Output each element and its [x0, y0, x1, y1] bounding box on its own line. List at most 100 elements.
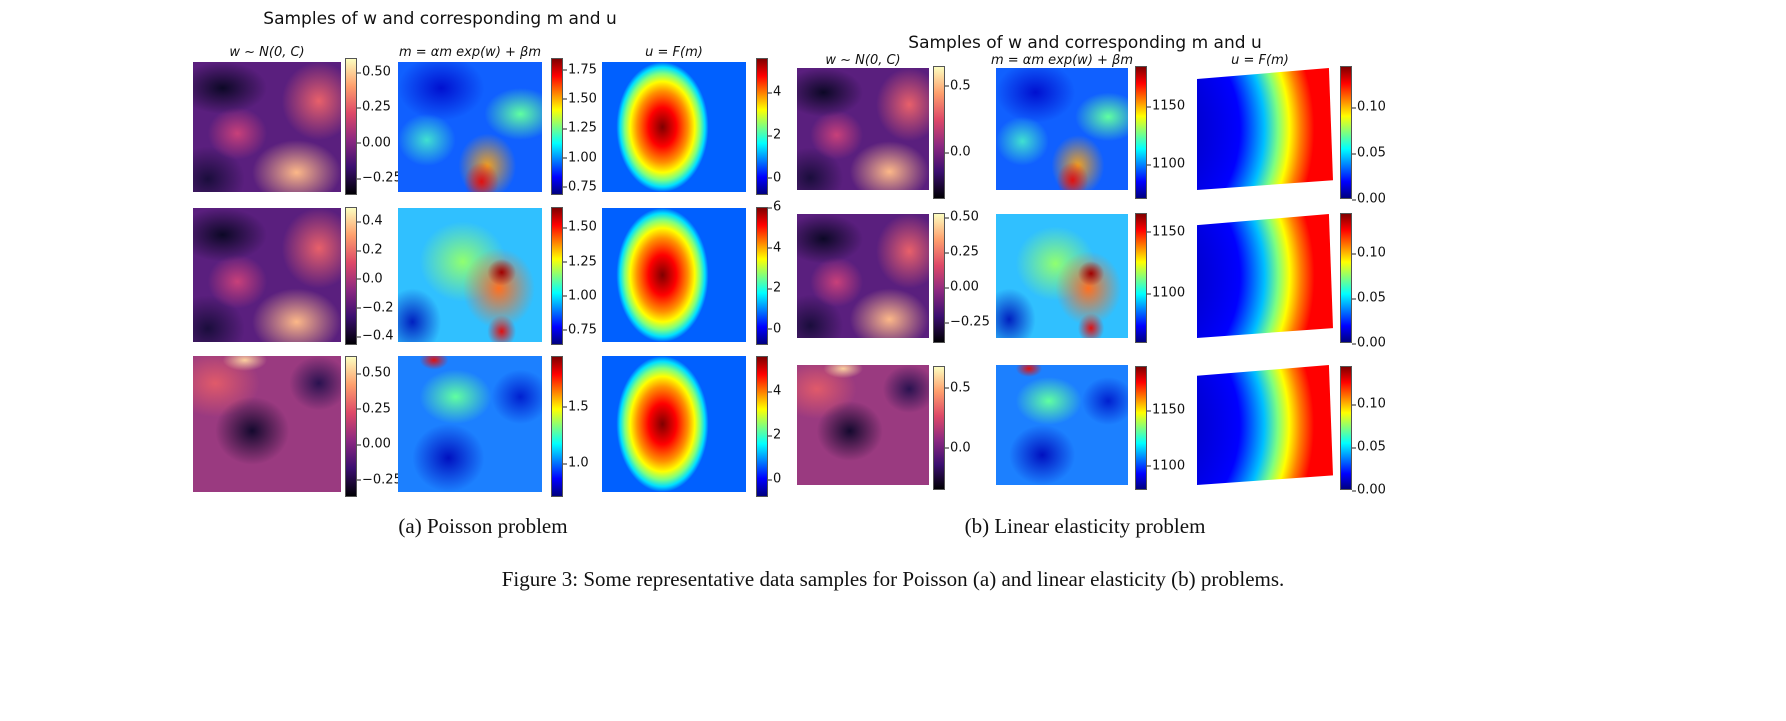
poisson-u-colorbar-row-2: [756, 207, 768, 345]
elasticity-w-field-row-2: [797, 214, 929, 338]
column-title: u = F(m): [1231, 53, 1289, 68]
elasticity-m-field-row-3: [996, 365, 1128, 485]
poisson-u-colorbar-row-3: [756, 356, 768, 497]
colorbar-tick-label: 1.25: [563, 120, 597, 136]
poisson-m-field-row-2: [398, 208, 542, 342]
colorbar-tick-label: 4: [767, 383, 782, 399]
colorbar-tick-label: 0.10: [1352, 396, 1386, 412]
elasticity-m-colorbar-row-3: [1135, 366, 1147, 490]
elasticity-u-colorbar-row-3: [1340, 366, 1352, 490]
elasticity-w-field-row-3: [797, 365, 929, 485]
colorbar-tick-label: 0.4: [357, 213, 383, 229]
colorbar-tick-label: 4: [767, 84, 782, 100]
colorbar-tick-label: −0.25: [357, 472, 402, 488]
elasticity-w-colorbar-row-2: [933, 213, 945, 343]
colorbar-tick-label: 0.00: [1352, 191, 1386, 207]
elasticity-m-field-row-1: [996, 68, 1128, 190]
elasticity-w-colorbar-row-3: [933, 366, 945, 490]
elasticity-u-field-row-1: [1197, 68, 1333, 190]
colorbar-tick-label: 2: [767, 280, 782, 296]
column-title: w ~ N(0, C): [825, 53, 901, 68]
poisson-m-field-row-1: [398, 62, 542, 192]
poisson-title: Samples of w and corresponding m and u: [263, 9, 617, 29]
elasticity-w-field-row-1: [797, 68, 929, 190]
colorbar-tick-label: 1150: [1146, 98, 1186, 114]
poisson-m-colorbar-row-3: [551, 356, 563, 497]
poisson-m-colorbar-row-2: [551, 207, 563, 345]
elasticity-u-colorbar-row-1: [1340, 66, 1352, 199]
poisson-w-colorbar-row-1: [345, 58, 357, 195]
elasticity-u-colorbar-row-2: [1340, 213, 1352, 343]
colorbar-tick-label: −0.25: [357, 170, 402, 186]
colorbar-tick-label: 0.5: [945, 78, 971, 94]
figure-caption: Figure 3: Some representative data sampl…: [501, 567, 1285, 591]
colorbar-tick-label: 0.00: [1352, 482, 1386, 498]
colorbar-tick-label: 0.05: [1352, 145, 1386, 161]
colorbar-tick-label: 0.00: [357, 135, 391, 151]
colorbar-tick-label: 4: [767, 240, 782, 256]
colorbar-tick-label: 0.75: [563, 322, 597, 338]
colorbar-tick-label: 0.0: [357, 271, 383, 287]
colorbar-tick-label: 1.5: [563, 399, 589, 415]
colorbar-tick-label: 0.50: [357, 365, 391, 381]
poisson-u-field-row-3: [602, 356, 746, 492]
colorbar-tick-label: 1150: [1146, 224, 1186, 240]
colorbar-tick-label: 1.75: [563, 62, 597, 78]
elasticity-w-colorbar-row-1: [933, 66, 945, 199]
colorbar-tick-label: −0.2: [357, 300, 394, 316]
colorbar-tick-label: 1100: [1146, 156, 1186, 172]
colorbar-tick-label: 0.0: [945, 144, 971, 160]
colorbar-tick-label: 1100: [1146, 458, 1186, 474]
colorbar-tick-label: 1100: [1146, 285, 1186, 301]
colorbar-tick-label: 0: [767, 471, 782, 487]
colorbar-tick-label: 1150: [1146, 402, 1186, 418]
colorbar-tick-label: 0.75: [563, 179, 597, 195]
elasticity-subcaption: (b) Linear elasticity problem: [964, 514, 1206, 538]
poisson-u-field-row-1: [602, 62, 746, 192]
colorbar-tick-label: 0.25: [945, 244, 979, 260]
colorbar-tick-label: 0.5: [945, 380, 971, 396]
column-title: u = F(m): [645, 45, 703, 60]
colorbar-tick-label: 1.0: [563, 455, 589, 471]
colorbar-tick-label: 1.00: [563, 150, 597, 166]
colorbar-tick-label: 0: [767, 321, 782, 337]
colorbar-tick-label: 6: [767, 199, 782, 215]
colorbar-tick-label: 0.50: [357, 64, 391, 80]
column-title: w ~ N(0, C): [229, 45, 305, 60]
colorbar-tick-label: 0.05: [1352, 290, 1386, 306]
colorbar-tick-label: 1.50: [563, 91, 597, 107]
elasticity-m-colorbar-row-1: [1135, 66, 1147, 199]
colorbar-tick-label: 0.10: [1352, 245, 1386, 261]
elasticity-m-colorbar-row-2: [1135, 213, 1147, 343]
elasticity-u-field-row-2: [1197, 214, 1333, 338]
colorbar-tick-label: 0.50: [945, 209, 979, 225]
colorbar-tick-label: 0.10: [1352, 99, 1386, 115]
poisson-w-field-row-1: [193, 62, 341, 192]
poisson-u-field-row-2: [602, 208, 746, 342]
elasticity-u-field-row-3: [1197, 365, 1333, 485]
colorbar-tick-label: 1.50: [563, 219, 597, 235]
colorbar-tick-label: 0.2: [357, 242, 383, 258]
poisson-subcaption: (a) Poisson problem: [398, 514, 568, 538]
poisson-w-field-row-2: [193, 208, 341, 342]
column-title: m = αm exp(w) + βm: [990, 53, 1134, 68]
poisson-w-field-row-3: [193, 356, 341, 492]
poisson-m-field-row-3: [398, 356, 542, 492]
column-title: m = αm exp(w) + βm: [398, 45, 542, 60]
colorbar-tick-label: 0.25: [357, 401, 391, 417]
poisson-w-colorbar-row-3: [345, 356, 357, 497]
poisson-u-colorbar-row-1: [756, 58, 768, 195]
colorbar-tick-label: 0.00: [357, 436, 391, 452]
colorbar-tick-label: 0.00: [945, 279, 979, 295]
elasticity-title: Samples of w and corresponding m and u: [908, 33, 1262, 53]
poisson-w-colorbar-row-2: [345, 207, 357, 345]
colorbar-tick-label: −0.25: [945, 314, 990, 330]
colorbar-tick-label: 0.0: [945, 440, 971, 456]
colorbar-tick-label: 1.00: [563, 288, 597, 304]
colorbar-tick-label: 0.05: [1352, 439, 1386, 455]
colorbar-tick-label: −0.4: [357, 328, 394, 344]
colorbar-tick-label: 2: [767, 427, 782, 443]
poisson-m-colorbar-row-1: [551, 58, 563, 195]
elasticity-m-field-row-2: [996, 214, 1128, 338]
